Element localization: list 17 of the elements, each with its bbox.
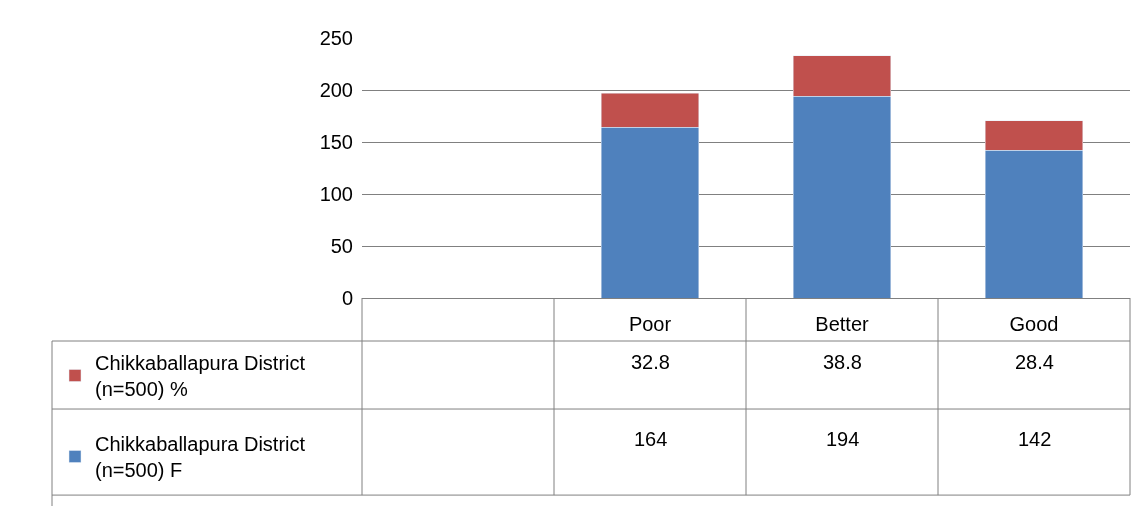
legend-label: Chikkaballapura District (n=500) %: [95, 352, 306, 401]
y-tick-label: 0: [341, 287, 353, 309]
x-tick-label: Better: [815, 313, 870, 335]
y-tick-label: 150: [319, 131, 353, 153]
data-label: 142: [1018, 428, 1052, 450]
y-tick-label: 200: [319, 79, 353, 101]
data-label: 38.8: [823, 351, 862, 373]
y-tick-label: 250: [319, 27, 353, 49]
legend-label: Chikkaballapura District (n=500) F: [95, 433, 306, 482]
y-tick-label: 100: [319, 183, 353, 205]
data-label: 32.8: [631, 351, 670, 373]
data-label: 164: [634, 428, 668, 450]
data-label: 194: [826, 428, 860, 450]
y-tick-label: 50: [330, 235, 353, 257]
data-label: 28.4: [1015, 351, 1054, 373]
x-tick-label: Poor: [628, 313, 672, 335]
x-tick-label: Good: [1009, 313, 1059, 335]
